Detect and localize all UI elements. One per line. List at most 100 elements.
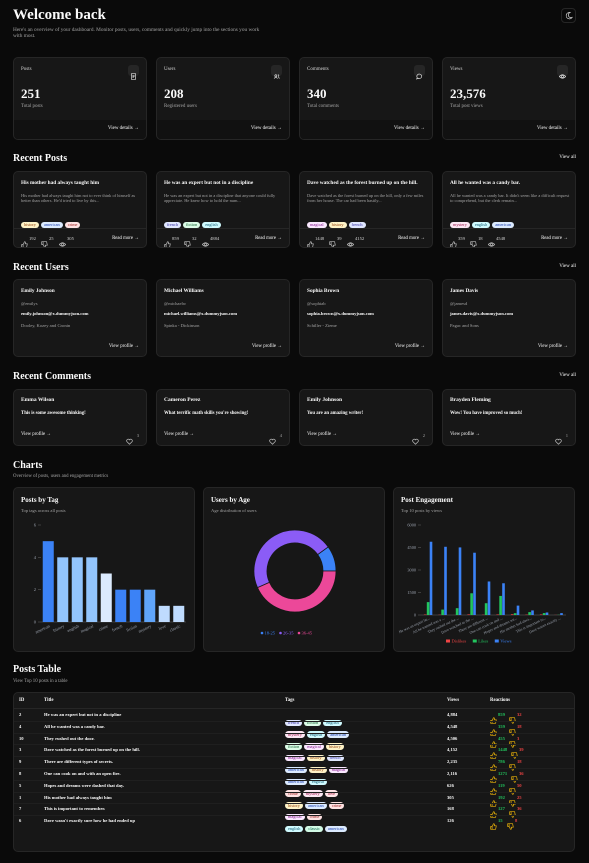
user-name: James Davis: [450, 288, 479, 294]
chart: Posts by Tag Top tags across all posts 0 2 4…: [21, 496, 186, 635]
cell-title: Dave watched as the forest burned up on …: [44, 747, 140, 753]
tag: american: [304, 802, 327, 809]
view-profile-link[interactable]: View profile →: [164, 432, 195, 437]
cell-id: 1: [19, 794, 22, 800]
dislikes-count: 25: [49, 236, 54, 241]
comment-likes: 4: [279, 433, 282, 438]
section-subtitle: Overview of posts, users and engagement …: [13, 474, 109, 479]
chart-title: Posts by Tag: [21, 496, 59, 504]
section-title: Recent Posts: [13, 153, 68, 164]
view-profile-link[interactable]: View profile →: [108, 344, 139, 349]
view-details-link[interactable]: View details →: [536, 126, 568, 131]
tag: magical: [304, 743, 324, 750]
read-more-link[interactable]: Read more →: [541, 236, 568, 241]
tag: english: [202, 221, 221, 229]
view-all-link[interactable]: View all: [559, 155, 576, 160]
cell-views: 4,506: [447, 735, 458, 741]
cell-title: His mother had always taught him: [44, 794, 112, 800]
view-all-link[interactable]: View all: [559, 264, 576, 269]
post-card: Dave watched as the forest burned up on …: [299, 171, 433, 248]
view-all-link[interactable]: View all: [559, 373, 576, 378]
y-tick-label: 2: [34, 587, 36, 592]
bar: [429, 541, 433, 615]
comment-body: Wow! You have improved so much!: [450, 411, 523, 416]
read-more-link[interactable]: Read more →: [112, 236, 139, 241]
stat-caption: Total comments: [307, 104, 340, 109]
stat-footer: View details →: [14, 120, 146, 139]
y-tick-label: 0: [34, 620, 37, 625]
read-more-link[interactable]: Read more →: [255, 236, 282, 241]
tag: french: [164, 221, 181, 229]
tag-list: history american crime: [21, 213, 82, 231]
user-name: Michael Williams: [164, 288, 204, 294]
view-profile-link[interactable]: View profile →: [450, 432, 481, 437]
comment-likes: 2: [422, 433, 425, 438]
x-tick-label: classic: [169, 623, 182, 632]
tag: french: [285, 719, 302, 727]
tag: classic: [305, 825, 323, 833]
stat-icon-svg-glyph: [273, 74, 280, 79]
like-icon: [490, 817, 497, 835]
tag-list: magical history french: [307, 213, 368, 231]
column-header: Views: [447, 698, 460, 703]
cell-views: 126: [447, 818, 454, 824]
bar: [539, 614, 543, 615]
cell-likes: 1271: [498, 771, 508, 776]
bar: [502, 583, 505, 615]
tag: history: [308, 766, 327, 774]
section-subtitle: View Top 10 posts in a table: [13, 679, 68, 684]
stat-footer: View details →: [300, 120, 432, 139]
likes-count: 859: [172, 236, 179, 241]
like-icon: [490, 805, 497, 823]
view-profile-link[interactable]: View profile →: [251, 344, 282, 349]
chart-title: Post Engagement: [401, 496, 454, 504]
stat-footer: View details →: [443, 120, 575, 139]
user-email: sophia.brown@x.dummyjson.com: [307, 311, 374, 316]
stat-footer: View details →: [157, 120, 289, 139]
bar: [516, 605, 520, 615]
view-details-link[interactable]: View details →: [250, 126, 282, 131]
view-details-link[interactable]: View details →: [393, 126, 425, 131]
row-divider: [14, 768, 574, 769]
like-icon-glyph: [490, 729, 497, 736]
x-tick-label: crime: [98, 623, 109, 632]
comment-card: Cameron Perez What terrific math skills y…: [156, 389, 290, 446]
stat-icon-svg-glyph: [416, 73, 423, 80]
comment-user: Brayden Fleming: [450, 397, 491, 403]
view-profile-link[interactable]: View profile →: [307, 432, 338, 437]
cell-likes: 455: [498, 735, 505, 741]
user-handle: @michaelw: [164, 301, 187, 306]
column-header: Tags: [285, 698, 295, 703]
divider: [14, 228, 146, 229]
view-details-link[interactable]: View details →: [107, 126, 139, 131]
post-body: Dave watched as the forest burned up on …: [307, 193, 424, 204]
y-tick-label: 4: [34, 555, 37, 560]
bar: [487, 581, 491, 615]
read-more-link[interactable]: Read more →: [398, 236, 425, 241]
heart-icon-glyph: [126, 438, 133, 445]
likes-icon: [21, 235, 28, 247]
likes-icon: [164, 235, 171, 247]
view-profile-link[interactable]: View profile →: [21, 432, 52, 437]
x-tick-label: english: [66, 623, 80, 633]
bar: [499, 595, 502, 615]
like-icon-glyph: [490, 776, 497, 783]
tag: french: [348, 221, 366, 229]
view-profile-link[interactable]: View profile →: [537, 344, 568, 349]
cell-dislikes: 3: [517, 735, 520, 741]
tag-list: magical history french: [285, 746, 346, 764]
bar: [86, 557, 98, 622]
likes-icon-glyph: [450, 241, 457, 247]
view-profile-link[interactable]: View profile →: [394, 344, 425, 349]
tag: fiction: [303, 719, 322, 727]
stat-caption: Total posts: [21, 104, 43, 109]
y-tick-label: 1500: [407, 590, 416, 595]
views-count: 4152: [355, 236, 365, 241]
cell-id: 3: [19, 747, 22, 753]
comment-user: Cameron Perez: [164, 397, 201, 403]
theme-toggle[interactable]: [561, 8, 576, 23]
heart-icon: [412, 432, 419, 445]
row-divider: [14, 779, 574, 781]
bar: [57, 557, 69, 622]
